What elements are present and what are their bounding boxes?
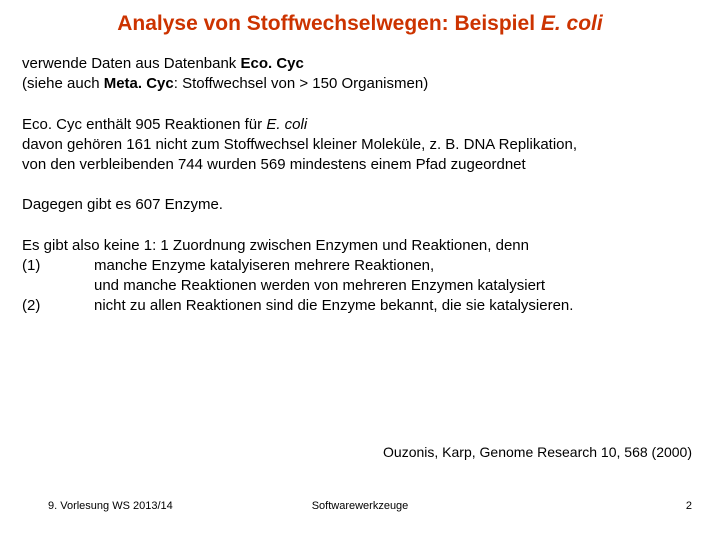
line-1b-bold: Eco. Cyc	[240, 55, 303, 72]
gap-1	[22, 95, 702, 115]
slide-title: Analyse von Stoffwechselwegen: Beispiel …	[0, 12, 720, 36]
title-italic: E. coli	[541, 12, 603, 35]
line-3b-italic: E. coli	[266, 116, 307, 133]
enum-1-row1: (1) manche Enzyme katalyiseren mehrere R…	[22, 256, 702, 276]
enum-1-text1: manche Enzyme katalyiseren mehrere Reakt…	[94, 256, 702, 276]
line-3: Eco. Cyc enthält 905 Reaktionen für E. c…	[22, 115, 702, 135]
title-text: Analyse von Stoffwechselwegen: Beispiel	[117, 12, 541, 35]
slide-body: verwende Daten aus Datenbank Eco. Cyc (s…	[22, 54, 702, 317]
enum-2-number: (2)	[22, 296, 94, 316]
line-6: Dagegen gibt es 607 Enzyme.	[22, 195, 702, 215]
gap-2	[22, 175, 702, 195]
line-2a: (siehe auch	[22, 75, 104, 92]
enum-1-row2: und manche Reaktionen werden von mehrere…	[22, 276, 702, 296]
line-7: Es gibt also keine 1: 1 Zuordnung zwisch…	[22, 236, 702, 256]
line-3a: Eco. Cyc enthält 905 Reaktionen für	[22, 116, 266, 133]
line-2c: : Stoffwechsel von > 150 Organismen)	[174, 75, 428, 92]
enum-1-spacer	[22, 276, 94, 296]
line-1: verwende Daten aus Datenbank Eco. Cyc	[22, 54, 702, 74]
line-2: (siehe auch Meta. Cyc: Stoffwechsel von …	[22, 74, 702, 94]
footer-center: Softwarewerkzeuge	[0, 500, 720, 512]
footer-right: 2	[686, 500, 692, 512]
enum-2-text: nicht zu allen Reaktionen sind die Enzym…	[94, 296, 702, 316]
line-4: davon gehören 161 nicht zum Stoffwechsel…	[22, 135, 702, 155]
gap-3	[22, 216, 702, 236]
line-1a: verwende Daten aus Datenbank	[22, 55, 240, 72]
line-2b-bold: Meta. Cyc	[104, 75, 174, 92]
enum-1-number: (1)	[22, 256, 94, 276]
enum-1-text2: und manche Reaktionen werden von mehrere…	[94, 276, 702, 296]
line-5: von den verbleibenden 744 wurden 569 min…	[22, 155, 702, 175]
citation: Ouzonis, Karp, Genome Research 10, 568 (…	[383, 444, 692, 460]
slide: Analyse von Stoffwechselwegen: Beispiel …	[0, 0, 720, 540]
enum-2-row: (2) nicht zu allen Reaktionen sind die E…	[22, 296, 702, 316]
